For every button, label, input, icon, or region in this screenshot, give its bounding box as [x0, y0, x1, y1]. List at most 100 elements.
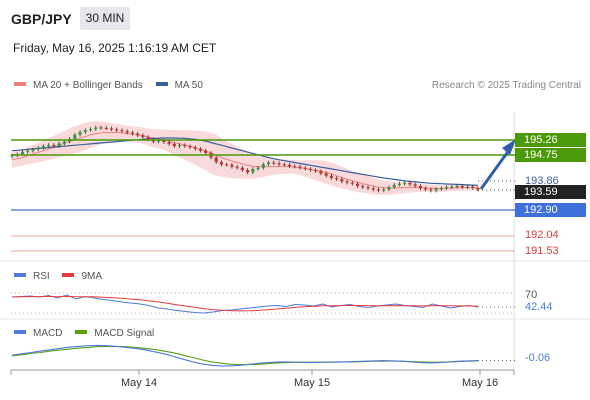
rsi-legend: RSI 9MA	[14, 271, 102, 282]
candle-body	[314, 170, 318, 172]
candle-body	[235, 166, 239, 168]
candle-body	[329, 175, 333, 179]
candle-body	[303, 167, 307, 169]
rsi-legend-label: RSI	[33, 271, 50, 282]
candle-body	[177, 145, 182, 147]
candle-body	[424, 188, 428, 190]
candle-body	[141, 135, 145, 138]
macd-swatch	[14, 330, 26, 335]
macd-plot	[11, 344, 515, 367]
candle-body	[450, 186, 454, 188]
rsi-value-label: 42.44	[525, 301, 553, 313]
candle-body	[272, 162, 276, 164]
support-2-label: 191.53	[525, 245, 559, 257]
candle-body	[225, 164, 229, 166]
bollinger-bands	[12, 121, 478, 195]
rsi-swatch	[14, 273, 26, 278]
candle-body	[47, 145, 51, 147]
last-price-tag: 193.59	[515, 185, 586, 199]
candle-body	[214, 157, 218, 163]
candle-body	[429, 189, 433, 191]
candle-body	[277, 163, 281, 165]
candle-body	[31, 149, 35, 151]
rsi-line	[11, 294, 479, 314]
candle-body	[387, 187, 391, 190]
ma50-value-label: 193.86	[525, 175, 559, 187]
macd-legend: MACD MACD Signal	[14, 328, 154, 339]
candle-body	[340, 179, 344, 182]
candle-body	[230, 164, 234, 167]
chart-datetime: Friday, May 16, 2025 1:16:19 AM CET	[13, 41, 217, 55]
candle-body	[193, 147, 197, 149]
candle-body	[125, 131, 129, 133]
x-tick-label-may16: May 16	[462, 377, 499, 389]
candle-body	[256, 167, 260, 169]
rsi-ma-line	[11, 295, 479, 312]
candle-body	[382, 189, 386, 191]
candle-body	[162, 140, 166, 143]
candle-body	[62, 141, 66, 144]
candle-body	[183, 145, 187, 147]
candle-body	[350, 182, 354, 184]
rsi-plot	[11, 292, 515, 314]
candle-body	[251, 168, 255, 173]
candle-body	[366, 187, 370, 189]
candle-body	[167, 142, 171, 144]
level-lines	[11, 139, 586, 252]
macd-signal-swatch	[75, 330, 88, 335]
research-credit: Research © 2025 Trading Central	[431, 80, 581, 91]
macd-line	[11, 344, 479, 367]
candle-body	[88, 129, 93, 131]
candle-body	[445, 187, 449, 189]
rsi-ma-legend-label: 9MA	[81, 271, 103, 282]
candle-body	[287, 164, 292, 167]
candle-body	[308, 168, 313, 171]
candle-body	[10, 155, 14, 157]
candle-body	[361, 186, 365, 188]
candle-body	[418, 186, 422, 189]
x-axis-ticks	[10, 370, 515, 375]
candle-body	[282, 164, 286, 166]
indicator-lines	[11, 132, 479, 189]
candle-body	[324, 173, 328, 176]
forecast-arrow-shaft	[479, 145, 514, 190]
symbol-label: GBP/JPY	[11, 11, 72, 27]
macd-signal-legend-label: MACD Signal	[94, 328, 155, 339]
candle-body	[36, 147, 40, 150]
chart-header: GBP/JPY 30 MIN	[0, 6, 590, 32]
price-legend: MA 20 + Bollinger Bands MA 50	[14, 80, 203, 91]
candle-body	[403, 182, 407, 184]
candle-body	[455, 186, 459, 187]
x-tick-label-may15: May 15	[294, 377, 331, 389]
candle-body	[57, 143, 61, 147]
candle-body	[198, 148, 203, 151]
candle-body	[146, 137, 150, 140]
candle-body	[94, 127, 98, 130]
candle-body	[439, 188, 443, 190]
candle-body	[293, 166, 297, 168]
resistance-2-tag: 195.26	[515, 133, 586, 147]
candle-body	[476, 188, 480, 190]
ma50-line	[11, 137, 479, 186]
candle-body	[465, 186, 470, 188]
candle-body	[109, 128, 114, 130]
candle-body	[397, 183, 402, 185]
candlesticks	[10, 125, 480, 193]
macd-legend-label: MACD	[33, 328, 63, 339]
candle-body	[41, 146, 45, 148]
support-1-label: 192.04	[525, 229, 559, 241]
bollinger-legend-label: MA 20 + Bollinger Bands	[33, 80, 143, 91]
ma20-line	[11, 132, 478, 189]
candle-body	[356, 183, 360, 186]
timeframe-button[interactable]: 30 MIN	[80, 7, 130, 30]
candle-body	[392, 184, 396, 188]
candle-body	[219, 162, 224, 165]
candle-body	[172, 143, 176, 147]
resistance-1-tag: 194.75	[515, 148, 586, 162]
candle-body	[73, 134, 77, 139]
ma50-swatch	[155, 82, 168, 87]
candle-body	[319, 171, 323, 174]
candle-body	[188, 146, 192, 148]
candle-body	[240, 167, 244, 171]
